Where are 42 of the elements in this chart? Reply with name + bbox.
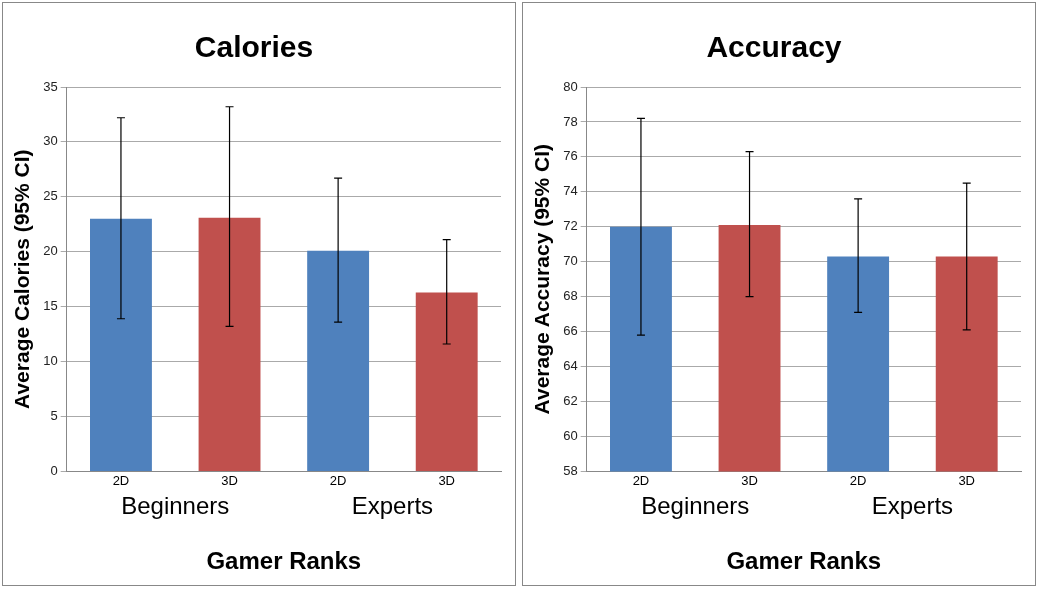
y-tick-label: 58 [563, 462, 578, 478]
y-tick-label: 70 [563, 253, 578, 269]
y-tick-label: 20 [43, 243, 58, 259]
y-tick-label: 25 [43, 188, 58, 204]
y-tick-label: 64 [563, 358, 578, 374]
y-tick-label: 0 [50, 462, 58, 478]
x-tick-label: Experts [351, 492, 434, 520]
text: 2D [329, 473, 347, 489]
series-label: 2D [112, 473, 130, 489]
series-label: 3D [741, 473, 758, 489]
y-tick-label: 60 [563, 428, 578, 444]
y-tick-label: 66 [563, 323, 578, 339]
y-tick-label: 80 [563, 78, 578, 94]
series-label: 3D [221, 473, 238, 489]
chart-title: Accuracy [706, 30, 842, 64]
y-tick-label: 62 [563, 393, 578, 409]
y-tick-label: 5 [50, 408, 58, 424]
chart-title: Calories [194, 30, 314, 64]
x-tick-label: Experts [871, 492, 954, 520]
bar [198, 217, 261, 471]
y-tick-label: 72 [563, 218, 578, 234]
bar [415, 292, 478, 471]
y-tick-label: 35 [43, 78, 58, 94]
bar [307, 250, 370, 471]
x-tick-label: Beginners [641, 492, 750, 520]
y-tick-label: 74 [563, 183, 578, 199]
x-tick-label: Beginners [121, 492, 230, 520]
x-axis-title: Gamer Ranks [726, 547, 882, 575]
y-tick-label: 76 [563, 148, 578, 164]
y-tick-label: 30 [43, 133, 58, 149]
series-label: 2D [632, 473, 650, 489]
x-axis-title: Gamer Ranks [206, 547, 362, 575]
y-tick-label: 78 [563, 113, 578, 129]
text: 3D [438, 473, 456, 489]
bar [90, 218, 152, 471]
text: 3D [958, 473, 976, 489]
y-axis-title: Average Accuracy (95% CI) [530, 144, 554, 415]
text: 2D [849, 473, 867, 489]
y-tick-label: 68 [563, 288, 578, 304]
y-tick-label: 10 [43, 353, 58, 369]
y-tick-label: 15 [43, 298, 58, 314]
y-axis-title: Average Calories (95% CI) [10, 149, 34, 409]
